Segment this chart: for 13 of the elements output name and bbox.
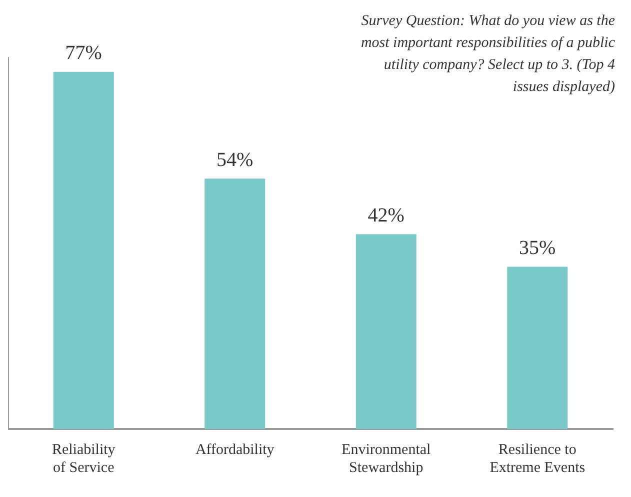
bar: [204, 178, 266, 429]
chart-title: Survey Question: What do you view as the most important responsibilities of a public utility company? Select up to 3. (Top 4 issues displayed): [360, 12, 615, 97]
x-tick-label: Affordability: [195, 442, 275, 458]
x-tick-label: Resilience to Extreme Events: [490, 442, 586, 476]
bar: [356, 234, 416, 429]
bar: [53, 72, 114, 429]
bar: [507, 266, 568, 429]
x-tick-label: Environmental Stewardship: [342, 442, 431, 476]
x-tick-label: Reliability of Service: [52, 442, 116, 476]
data-label: 77%: [65, 42, 102, 64]
data-label: 35%: [519, 236, 556, 259]
data-label: 42%: [368, 204, 404, 226]
data-label: 54%: [216, 148, 254, 171]
